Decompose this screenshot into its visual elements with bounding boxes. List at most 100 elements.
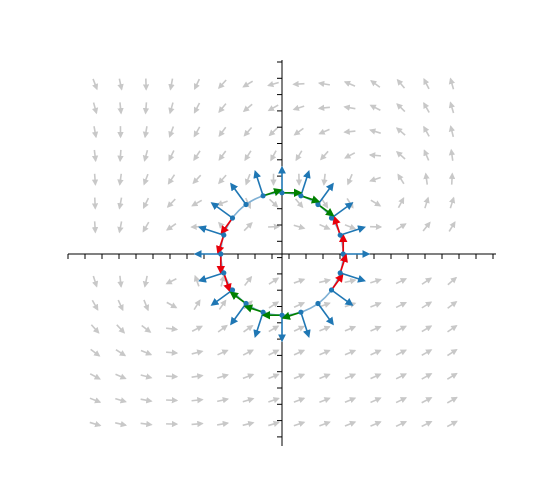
normal-vector (255, 312, 263, 336)
field-vector-green (231, 293, 246, 304)
field-arrow (396, 398, 406, 403)
sample-point (230, 215, 235, 220)
field-arrow (397, 152, 405, 159)
field-arrow (320, 129, 330, 133)
field-arrow (294, 374, 304, 378)
field-arrow (193, 175, 200, 183)
sample-point (218, 251, 223, 256)
field-arrow (348, 174, 352, 184)
field-arrow (219, 301, 225, 310)
field-arrow (448, 302, 457, 309)
normal-vector (301, 172, 309, 196)
sample-point (260, 193, 265, 198)
field-arrow (246, 174, 250, 184)
field-vector-red (334, 217, 340, 235)
field-arrow (219, 175, 226, 183)
field-arrow (422, 350, 431, 355)
field-arrow (370, 177, 380, 180)
normal-vector (332, 290, 353, 305)
normal-vector (255, 172, 263, 196)
field-arrow (425, 198, 428, 208)
field-arrow (192, 200, 201, 205)
field-arrow (450, 103, 453, 113)
field-arrow (243, 81, 252, 87)
field-arrow (95, 174, 96, 185)
field-arrow (120, 150, 121, 161)
field-arrow (118, 300, 123, 310)
field-arrow (370, 303, 380, 307)
field-arrow (450, 198, 453, 208)
field-arrow (271, 151, 276, 161)
field-arrow (245, 277, 252, 286)
field-arrow (192, 400, 203, 401)
field-arrow (245, 151, 251, 160)
field-arrow (371, 81, 380, 87)
field-arrow (243, 350, 253, 355)
field-arrow (294, 350, 304, 354)
field-arrow (145, 276, 147, 287)
field-arrow (192, 424, 203, 425)
field-arrow (319, 374, 329, 378)
field-arrow (217, 399, 228, 401)
field-arrow (119, 221, 121, 232)
sample-point (338, 270, 343, 275)
field-arrow (294, 326, 304, 331)
field-arrow (370, 130, 380, 133)
field-arrow (370, 155, 381, 156)
field-arrow (169, 175, 175, 184)
field-arrow (94, 103, 97, 114)
field-arrow (294, 303, 304, 308)
normal-vector (231, 304, 246, 325)
field-arrow (396, 374, 406, 379)
field-arrow (217, 201, 227, 205)
field-arrow (397, 128, 405, 135)
field-arrow (116, 350, 125, 356)
field-arrow (144, 174, 148, 184)
field-arrow (119, 79, 121, 90)
field-arrow (448, 278, 456, 285)
field-arrow (370, 280, 380, 283)
field-arrow (218, 350, 228, 354)
field-arrow (321, 198, 327, 207)
field-vector-red (221, 218, 232, 233)
field-arrow (194, 300, 200, 309)
field-arrow (90, 374, 100, 379)
field-arrow (295, 128, 304, 134)
sample-point (243, 202, 248, 207)
field-arrow (194, 151, 200, 160)
field-arrow (447, 421, 457, 426)
field-vector-red (332, 275, 343, 290)
field-arrow (115, 423, 126, 425)
field-arrow (95, 198, 96, 209)
field-arrow (169, 151, 174, 161)
field-arrow (371, 327, 381, 331)
sample-point (221, 270, 226, 275)
field-arrow (345, 350, 355, 354)
normal-vector (340, 273, 364, 281)
field-arrow (141, 351, 151, 355)
normal-vector (231, 184, 246, 205)
field-arrow (146, 102, 147, 113)
field-arrow (451, 126, 454, 137)
field-arrow (192, 376, 203, 378)
field-vector-green (245, 306, 263, 312)
field-arrow (195, 103, 200, 113)
field-arrow (345, 82, 355, 86)
field-vector-green (301, 196, 319, 202)
field-arrow (319, 280, 330, 282)
field-arrow (93, 276, 96, 286)
field-arrow (371, 200, 380, 206)
field-arrow (120, 276, 121, 287)
field-arrow (345, 374, 355, 378)
field-arrow (396, 326, 406, 331)
field-arrow (296, 151, 302, 160)
field-arrow (168, 199, 176, 207)
field-arrow (371, 374, 381, 379)
field-arrow (120, 102, 121, 113)
field-arrow (371, 398, 381, 402)
sample-point (221, 232, 226, 237)
field-arrow (321, 151, 328, 159)
sample-point (298, 193, 303, 198)
field-arrow (424, 127, 429, 137)
field-arrow (221, 276, 224, 287)
